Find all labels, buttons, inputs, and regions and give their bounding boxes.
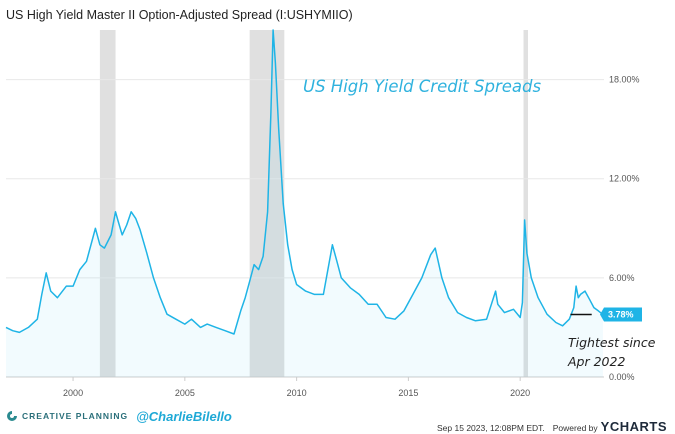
author-handle[interactable]: @CharlieBilello <box>136 408 232 424</box>
brand-name: CREATIVE PLANNING <box>22 411 129 421</box>
spread-series-line <box>5 29 604 335</box>
recession-band <box>99 30 116 377</box>
x-tick-label: 2015 <box>398 388 418 398</box>
grid-lines <box>6 79 604 279</box>
x-tick-label: 2010 <box>287 388 307 398</box>
y-tick-label: 12.00% <box>609 174 640 184</box>
footer-branding: CREATIVE PLANNING @CharlieBilello <box>6 408 232 424</box>
powered-by-label: Powered by <box>552 423 598 433</box>
y-tick-label: 0.00% <box>609 372 635 382</box>
creative-planning-logo-icon <box>7 411 17 421</box>
x-tick-label: 2005 <box>175 388 195 398</box>
tightest-note: Tightest since Apr 2022 <box>568 333 668 371</box>
y-tick-label: 18.00% <box>609 75 640 85</box>
timestamp: Sep 15 2023, 12:08PM EDT. <box>437 423 545 433</box>
y-tick-label: 6.00% <box>609 273 635 283</box>
recession-band <box>249 30 285 377</box>
footer-attribution: Sep 15 2023, 12:08PM EDT. Powered by YCH… <box>437 419 667 434</box>
x-tick-label: 2020 <box>510 388 530 398</box>
current-value-badge: 3.78% <box>600 307 642 322</box>
x-tick-label: 2000 <box>63 388 83 398</box>
y-axis-ticks: 0.00% 6.00% 12.00% 18.00% <box>609 75 640 382</box>
tightest-note-line-2: Apr 2022 <box>568 354 626 369</box>
spread-series-area <box>6 30 603 377</box>
tightest-note-line-1: Tightest since <box>568 335 656 350</box>
recession-band <box>523 30 528 377</box>
x-axis-ticks: 2000 2005 2010 2015 2020 <box>63 377 530 398</box>
ycharts-logo[interactable]: YCHARTS <box>600 419 667 434</box>
current-value-label: 3.78% <box>608 310 634 320</box>
chart-title: US High Yield Master II Option-Adjusted … <box>6 8 353 22</box>
chart-annotation-title: US High Yield Credit Spreads <box>303 77 542 96</box>
recession-bands <box>99 30 528 377</box>
